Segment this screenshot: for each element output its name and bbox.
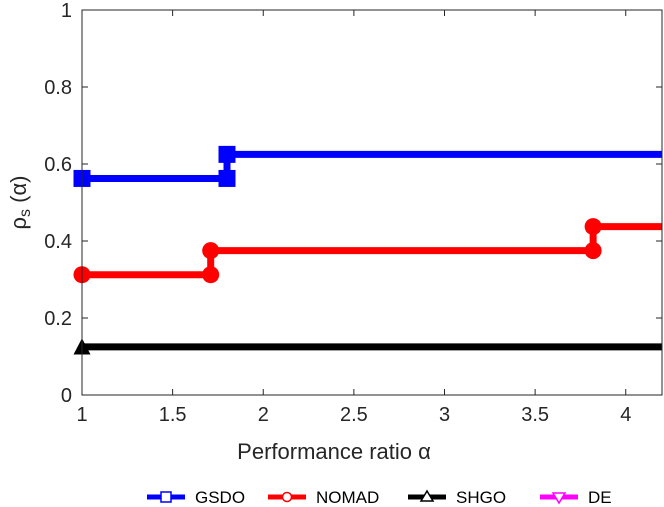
data-point-gsdo [218,145,236,163]
axes: 1 1.5 2 2.5 3 3.5 4 0 0.2 0.4 0.6 0.8 1 Performance r… [6,0,663,464]
y-tick-label: 0 [61,385,72,407]
x-tick-label: 2 [258,404,269,426]
legend-swatch-marker [281,491,293,503]
legend-label: GSDO [195,488,245,507]
legend-swatch-marker [160,491,172,503]
x-tick-label: 1.5 [159,404,187,426]
y-tick-label: 0.6 [44,154,72,176]
legend-swatch-marker [419,489,435,502]
x-tick-label: 4 [620,404,631,426]
legend-label: DE [588,488,612,507]
series-line-gsdo [82,150,662,182]
series-line-nomad [82,223,662,279]
plot-area [73,145,662,355]
y-tick-label: 0.2 [44,308,72,330]
y-tick-label: 0.8 [44,77,72,99]
data-point-gsdo [218,169,236,187]
data-point-nomad [584,218,602,236]
x-tick-label: 2.5 [340,404,368,426]
x-tick-label: 3.5 [521,404,549,426]
data-point-nomad [584,242,602,260]
y-axis-label: ρs (α) [6,176,34,230]
legend-entry-de: DE [540,488,612,507]
data-point-nomad [202,242,220,260]
legend-label: SHGO [456,488,506,507]
legend-entry-nomad: NOMAD [268,488,379,507]
legend-label: NOMAD [316,488,379,507]
data-point-nomad [202,266,220,284]
legend-entry-gsdo: GSDO [147,488,245,507]
legend-swatch-marker [551,492,567,505]
legend: GSDO NOMAD SHGO DE [147,488,612,507]
y-tick-label: 0.4 [44,231,72,253]
y-tick-label: 1 [61,0,72,22]
axes-box [81,9,663,396]
x-axis-label: Performance ratio α [237,439,431,464]
legend-entry-shgo: SHGO [408,488,506,507]
series-group [73,145,662,355]
x-tick-label: 1 [76,404,87,426]
x-tick-label: 3 [439,404,450,426]
